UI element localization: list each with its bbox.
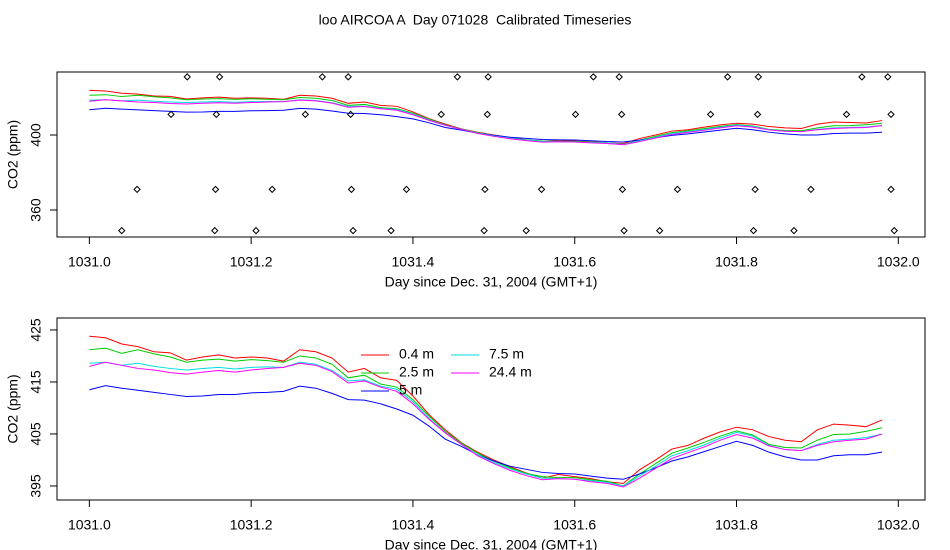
y-tick-label: 405 [28, 422, 44, 446]
marker [268, 185, 276, 194]
marker [437, 110, 445, 119]
y-tick-label: 395 [28, 474, 44, 498]
marker [617, 110, 626, 119]
marker [480, 226, 488, 235]
marker [402, 185, 411, 194]
marker [723, 73, 732, 81]
marker [347, 185, 356, 194]
x-tick-label: 1031.6 [553, 517, 596, 533]
marker [749, 226, 758, 235]
x-tick-label: 1031.2 [230, 254, 273, 270]
marker [751, 185, 759, 194]
y-tick-label: 360 [28, 198, 44, 222]
marker [211, 185, 220, 194]
marker [571, 110, 580, 119]
legend-label: 0.4 m [399, 346, 434, 362]
marker [211, 226, 219, 235]
marker [790, 226, 798, 235]
x-tick-label: 1031.8 [715, 254, 758, 270]
marker [215, 73, 224, 81]
marker [318, 73, 327, 81]
legend-label: 5 m [399, 382, 422, 398]
y-tick-label: 415 [28, 370, 44, 394]
marker [483, 110, 492, 119]
marker [884, 73, 892, 81]
marker [301, 110, 310, 119]
marker [453, 73, 462, 81]
legend-label: 2.5 m [399, 364, 434, 380]
marker [655, 226, 664, 235]
marker [887, 185, 895, 194]
series-line [89, 347, 883, 487]
y-tick-label: 425 [28, 318, 44, 342]
x-tick-label: 1031.2 [230, 517, 273, 533]
marker [753, 110, 762, 119]
marker [842, 110, 851, 119]
marker [118, 226, 126, 235]
marker [887, 110, 895, 119]
y-axis-title: CO2 (ppm) [5, 374, 21, 443]
marker [754, 73, 763, 81]
marker [133, 185, 141, 194]
marker [212, 110, 221, 119]
marker [706, 110, 715, 119]
legend-label: 24.4 m [489, 364, 532, 380]
marker [620, 226, 628, 235]
marker [183, 73, 191, 81]
series-line [89, 385, 883, 480]
x-tick-label: 1032.0 [877, 517, 920, 533]
x-tick-label: 1031.6 [553, 254, 596, 270]
y-axis-title: CO2 (ppm) [5, 120, 21, 189]
series-line [89, 361, 883, 487]
marker [481, 185, 489, 194]
x-tick-label: 1031.4 [392, 517, 435, 533]
marker [167, 110, 175, 119]
legend-label: 7.5 m [489, 346, 524, 362]
y-tick-label: 400 [28, 123, 44, 147]
x-tick-label: 1031.0 [68, 254, 111, 270]
x-tick-label: 1031.0 [68, 517, 111, 533]
marker [890, 226, 898, 235]
marker [673, 185, 682, 194]
marker [387, 226, 395, 235]
marker [484, 73, 492, 81]
marker [615, 73, 623, 81]
marker [618, 185, 627, 194]
marker [344, 73, 352, 81]
x-tick-label: 1032.0 [877, 254, 920, 270]
marker [807, 185, 815, 194]
x-tick-label: 1031.8 [715, 517, 758, 533]
marker [522, 226, 530, 235]
series-line [89, 361, 883, 488]
x-tick-label: 1031.4 [392, 254, 435, 270]
series-line [89, 335, 883, 484]
x-axis-title: Day since Dec. 31, 2004 (GMT+1) [385, 274, 598, 290]
marker [349, 226, 357, 235]
chart-title: loo AIRCOA A Day 071028 Calibrated Times… [319, 12, 632, 28]
marker [252, 226, 260, 235]
marker [346, 110, 355, 119]
x-axis-title: Day since Dec. 31, 2004 (GMT+1) [385, 537, 598, 550]
marker [589, 73, 598, 81]
marker [858, 73, 866, 81]
marker [537, 185, 546, 194]
series-line [89, 99, 883, 146]
